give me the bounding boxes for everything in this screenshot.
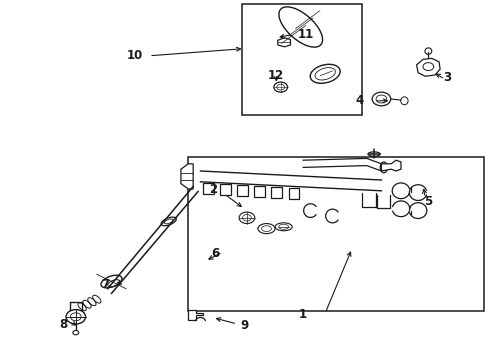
Bar xyxy=(203,183,213,194)
Bar xyxy=(242,4,361,115)
Bar xyxy=(288,188,299,199)
Text: 2: 2 xyxy=(208,183,216,195)
Text: 10: 10 xyxy=(126,49,142,62)
Text: 3: 3 xyxy=(443,71,450,84)
Text: 1: 1 xyxy=(299,309,306,321)
Polygon shape xyxy=(381,160,400,171)
Text: 8: 8 xyxy=(60,318,67,330)
Polygon shape xyxy=(188,310,203,320)
Bar xyxy=(188,157,483,311)
Text: 7: 7 xyxy=(101,278,109,291)
Bar xyxy=(271,187,282,198)
Text: 6: 6 xyxy=(211,247,219,260)
Polygon shape xyxy=(181,164,193,189)
Polygon shape xyxy=(416,58,439,76)
Bar xyxy=(254,186,264,197)
Text: 11: 11 xyxy=(297,28,313,41)
Text: 9: 9 xyxy=(240,319,248,332)
Text: 4: 4 xyxy=(355,94,363,107)
Polygon shape xyxy=(277,38,290,47)
Bar xyxy=(237,185,247,196)
Text: 5: 5 xyxy=(423,195,431,208)
Text: 12: 12 xyxy=(267,69,284,82)
Bar xyxy=(220,184,230,195)
